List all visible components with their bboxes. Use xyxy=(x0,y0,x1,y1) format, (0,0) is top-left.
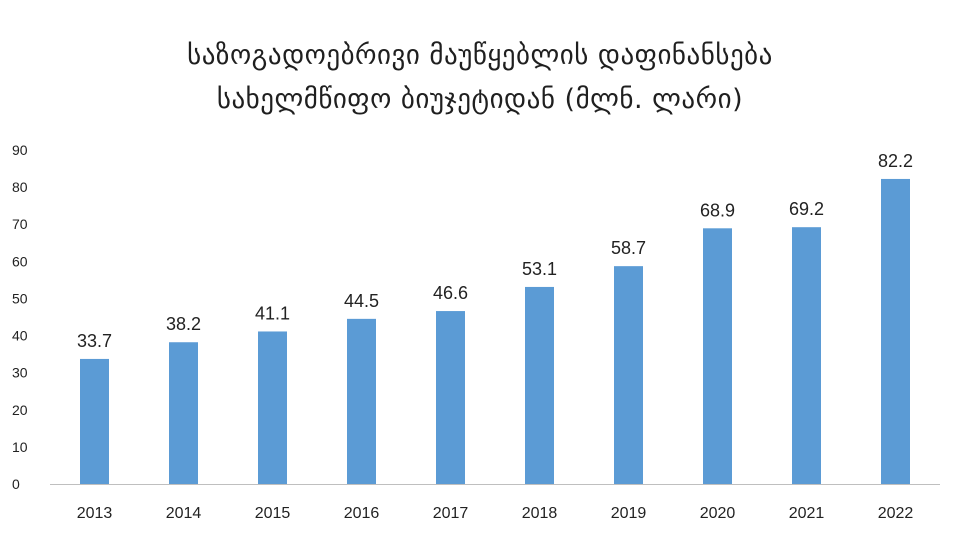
y-tick-label: 10 xyxy=(12,439,28,455)
data-labels: 33.7 38.2 41.1 44.5 46.6 53.1 58.7 68.9 69.2 82.2 xyxy=(77,151,913,351)
chart-title: საზოგადოებრივი მაუწყებლის დაფინანსება სა… xyxy=(0,34,960,122)
bars xyxy=(80,178,910,485)
bar-2015 xyxy=(258,331,287,484)
data-label: 33.7 xyxy=(77,331,112,351)
x-tick-label: 2013 xyxy=(77,505,113,522)
x-tick-label: 2020 xyxy=(700,505,736,522)
bar-2017 xyxy=(436,311,465,484)
data-label: 38.2 xyxy=(166,314,201,334)
bar-2018 xyxy=(525,286,554,484)
y-axis: 0 10 20 30 40 50 60 70 80 90 xyxy=(12,142,28,492)
y-tick-label: 0 xyxy=(12,476,20,492)
x-tick-label: 2014 xyxy=(166,505,202,522)
y-tick-label: 90 xyxy=(12,142,28,158)
y-tick-label: 70 xyxy=(12,216,28,232)
bar-2019 xyxy=(614,266,643,484)
bar-2016 xyxy=(347,318,376,484)
data-label: 41.1 xyxy=(255,303,290,323)
bar-2013 xyxy=(80,358,109,484)
data-label: 44.5 xyxy=(344,291,379,311)
y-tick-label: 40 xyxy=(12,328,28,344)
x-tick-label: 2021 xyxy=(789,505,825,522)
y-tick-label: 50 xyxy=(12,290,28,306)
y-tick-label: 30 xyxy=(12,365,28,381)
bar-2014 xyxy=(169,342,198,484)
y-tick-label: 60 xyxy=(12,253,28,269)
data-label: 69.2 xyxy=(789,199,824,219)
chart-title-line-1: საზოგადოებრივი მაუწყებლის დაფინანსება xyxy=(187,40,773,71)
bar-2021 xyxy=(792,227,821,485)
chart-title-line-2: სახელმწიფო ბიუჯეტიდან (მლნ. ლარი) xyxy=(216,84,744,115)
data-label: 53.1 xyxy=(522,259,557,279)
x-tick-label: 2016 xyxy=(344,505,380,522)
bar-2022 xyxy=(881,178,910,485)
data-label: 58.7 xyxy=(611,238,646,258)
x-tick-label: 2022 xyxy=(878,505,914,522)
bar-2020 xyxy=(703,228,732,484)
x-tick-label: 2018 xyxy=(522,505,558,522)
x-tick-label: 2015 xyxy=(255,505,291,522)
x-tick-label: 2019 xyxy=(611,505,647,522)
data-label: 82.2 xyxy=(878,151,913,171)
x-tick-label: 2017 xyxy=(433,505,469,522)
y-tick-label: 20 xyxy=(12,402,28,418)
y-tick-label: 80 xyxy=(12,179,28,195)
data-label: 46.6 xyxy=(433,283,468,303)
x-axis: 2013 2014 2015 2016 2017 2018 2019 2020 2021 2022 xyxy=(77,505,914,522)
data-label: 68.9 xyxy=(700,200,735,220)
